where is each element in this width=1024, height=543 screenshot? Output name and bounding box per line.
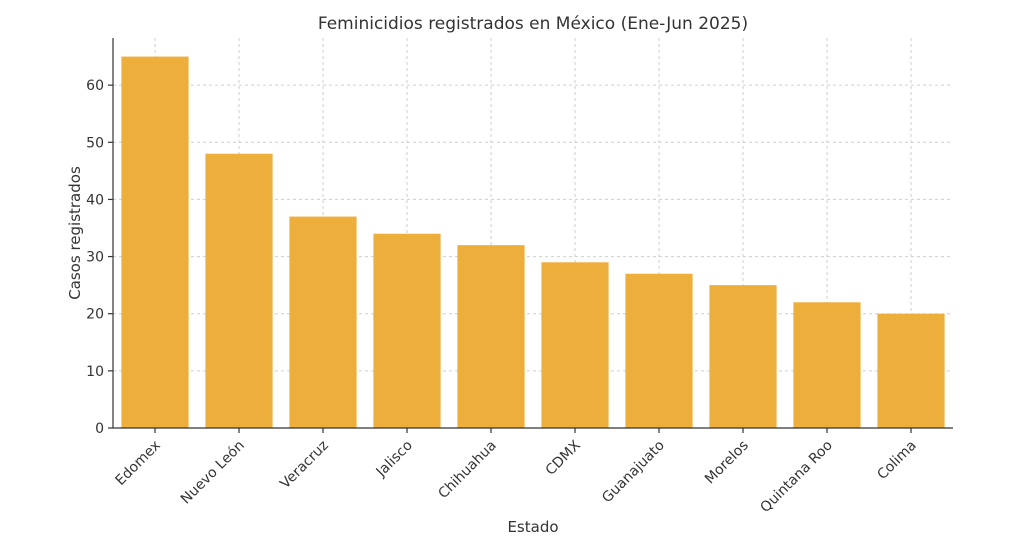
x-tick-label: Jalisco: [373, 438, 416, 481]
y-axis-label: Casos registrados: [66, 166, 84, 300]
bar: [373, 233, 441, 428]
x-axis-label: Estado: [507, 518, 558, 536]
bar: [457, 245, 525, 428]
x-tick-label: Chihuahua: [435, 438, 499, 502]
bar: [289, 216, 357, 428]
x-tick-label: Morelos: [702, 438, 752, 488]
x-tick-label: CDMX: [543, 437, 584, 478]
axes-layer: [112, 38, 953, 429]
y-tick-label: 10: [86, 364, 104, 380]
y-tick-label: 40: [86, 192, 104, 208]
bar: [877, 313, 945, 428]
bar: [625, 273, 693, 428]
bar: [793, 302, 861, 428]
chart-title: Feminicidios registrados en México (Ene-…: [318, 14, 748, 34]
y-tick-label: 20: [86, 307, 104, 323]
bar: [205, 153, 273, 428]
bar: [121, 56, 189, 428]
y-tick-label: 30: [86, 250, 104, 266]
x-tick-label: Guanajuato: [599, 438, 668, 507]
x-tick-label: Colima: [874, 438, 919, 483]
x-tick-label: Edomex: [112, 438, 163, 489]
x-tick-label: Quintana Roo: [757, 438, 835, 516]
bars-layer: [121, 56, 945, 428]
x-tick-label: Veracruz: [277, 438, 332, 493]
bar: [709, 285, 777, 428]
y-tick-label: 50: [86, 135, 104, 151]
x-tick-label: Nuevo León: [178, 438, 248, 508]
bar: [541, 262, 609, 428]
y-tick-label: 60: [86, 78, 104, 94]
y-tick-label: 0: [95, 421, 104, 437]
